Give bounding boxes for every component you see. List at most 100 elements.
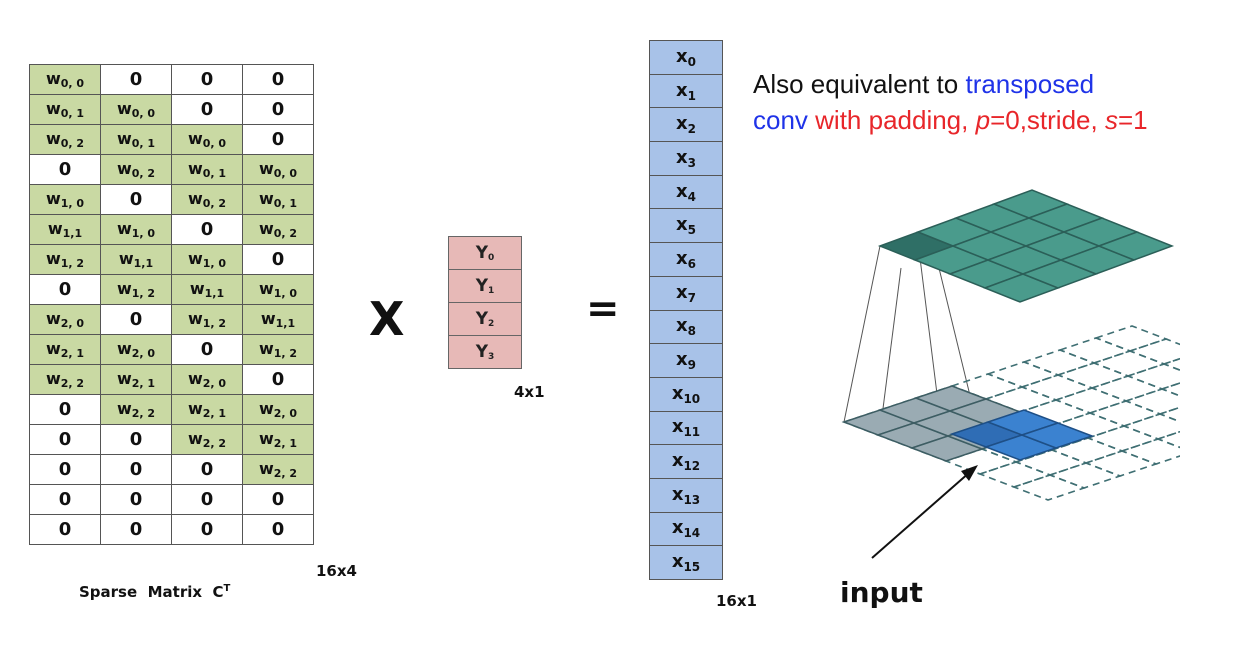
zero-cell: 0 <box>100 424 172 455</box>
weight-index: 1, 2 <box>131 286 156 300</box>
y-vector: Y0 Y1 Y2 Y3 <box>448 236 522 369</box>
weight-symbol: w <box>258 218 274 238</box>
weight-symbol: w <box>116 368 132 388</box>
weight-symbol: w <box>258 158 274 178</box>
weight-cell: w2, 2 <box>100 394 172 425</box>
weight-index: 2, 0 <box>202 376 227 390</box>
input-arrow <box>871 465 978 559</box>
weight-index: 2, 0 <box>60 316 85 330</box>
weight-index: 0, 0 <box>131 106 156 120</box>
weight-symbol: w <box>118 248 134 268</box>
x-vector-row: x0 <box>649 40 723 75</box>
x-symbol: x <box>671 382 684 404</box>
weight-index: 2, 0 <box>273 406 298 420</box>
zero-cell: 0 <box>242 94 314 125</box>
x-cell: x14 <box>649 511 723 547</box>
weight-index: 0, 2 <box>273 226 298 240</box>
weight-cell: w0, 1 <box>29 94 101 125</box>
weight-cell: w0, 0 <box>242 154 314 185</box>
note-stride-text: =0,stride, <box>990 105 1105 135</box>
zero-cell: 0 <box>100 304 172 335</box>
x-vector-row: x15 <box>649 545 723 580</box>
x-vector-row: x5 <box>649 208 723 244</box>
x-index: 0 <box>687 54 696 69</box>
zero-cell: 0 <box>171 64 243 95</box>
weight-cell: w0, 0 <box>171 124 243 155</box>
weight-symbol: w <box>45 338 61 358</box>
zero-cell: 0 <box>242 514 314 545</box>
zero-cell: 0 <box>171 454 243 485</box>
x-cell: x6 <box>649 242 723 277</box>
matrix-row: w2, 0 0 w1, 2 w1,1 <box>29 304 314 335</box>
projection-lines <box>843 241 975 433</box>
y-vector-size-label: 4x1 <box>514 383 545 401</box>
weight-index: 0, 2 <box>131 166 156 180</box>
weight-index: 0, 1 <box>273 196 298 210</box>
x-vector-row: x12 <box>649 444 723 479</box>
weight-cell: w0, 0 <box>29 64 101 95</box>
y-index: 2 <box>488 319 495 329</box>
input-label: input <box>840 576 923 609</box>
weight-cell: w0, 1 <box>171 154 243 185</box>
kernel-cell <box>1019 422 1095 449</box>
weight-symbol: w <box>187 248 203 268</box>
weight-index: 1,1 <box>62 226 83 240</box>
weight-symbol: w <box>116 218 132 238</box>
note-highlight-conv: conv <box>753 105 808 135</box>
x-cell: x8 <box>649 309 723 345</box>
padded-cell <box>1087 400 1163 427</box>
padded-cell <box>1125 363 1180 390</box>
zero-cell: 0 <box>242 484 314 515</box>
x-index: 12 <box>683 459 701 474</box>
x-index: 13 <box>683 492 701 507</box>
weight-symbol: w <box>45 98 61 118</box>
padded-cell <box>1123 388 1180 415</box>
weight-cell: w1, 0 <box>242 274 314 305</box>
x-index: 11 <box>683 425 701 440</box>
x-symbol: x <box>676 113 688 135</box>
x-cell: x1 <box>649 73 723 109</box>
weight-index: 1,1 <box>275 316 296 330</box>
weight-symbol: w <box>116 338 132 358</box>
padded-cell <box>977 461 1053 488</box>
matrix-row: w1, 0 0 w0, 2 w0, 1 <box>29 184 314 215</box>
x-symbol: x <box>676 281 688 303</box>
weight-cell: w1, 0 <box>100 214 172 245</box>
x-vector-row: x7 <box>649 275 723 311</box>
note-p-symbol: p <box>975 105 991 135</box>
padded-cell <box>1121 413 1180 440</box>
x-index: 9 <box>687 358 696 373</box>
zero-cell: 0 <box>171 214 243 245</box>
weight-index: 1, 0 <box>202 256 227 270</box>
weight-symbol: w <box>116 278 132 298</box>
weight-symbol: w <box>260 308 276 328</box>
weight-cell: w2, 0 <box>29 304 101 335</box>
weight-index: 0, 1 <box>60 106 85 120</box>
y-vector-row: Y0 <box>448 236 522 270</box>
padded-cell <box>1091 350 1167 377</box>
equals-symbol: = <box>586 286 620 332</box>
x-symbol: x <box>676 146 688 168</box>
weight-symbol: w <box>116 158 132 178</box>
zero-cell: 0 <box>100 184 172 215</box>
zero-cell: 0 <box>171 514 243 545</box>
y-symbol: Y <box>475 309 489 329</box>
weight-symbol: w <box>45 308 61 328</box>
weight-index: 1, 2 <box>60 256 85 270</box>
matrix-row: 0 w2, 2 w2, 1 w2, 0 <box>29 394 314 425</box>
padded-cell <box>985 361 1061 388</box>
x-symbol: x <box>671 450 684 472</box>
weight-index: 1, 0 <box>60 196 85 210</box>
weight-symbol: w <box>45 368 61 388</box>
y-vector-row: Y1 <box>448 269 522 303</box>
weight-cell: w1,1 <box>171 274 243 305</box>
weight-index: 2, 2 <box>60 376 85 390</box>
padded-cell <box>1011 474 1087 501</box>
zero-cell: 0 <box>29 154 101 185</box>
weight-cell: w1, 0 <box>29 184 101 215</box>
weight-index: 2, 2 <box>202 436 227 450</box>
weight-cell: w1, 2 <box>29 244 101 275</box>
x-symbol: x <box>676 79 688 101</box>
x-cell: x7 <box>649 275 723 311</box>
